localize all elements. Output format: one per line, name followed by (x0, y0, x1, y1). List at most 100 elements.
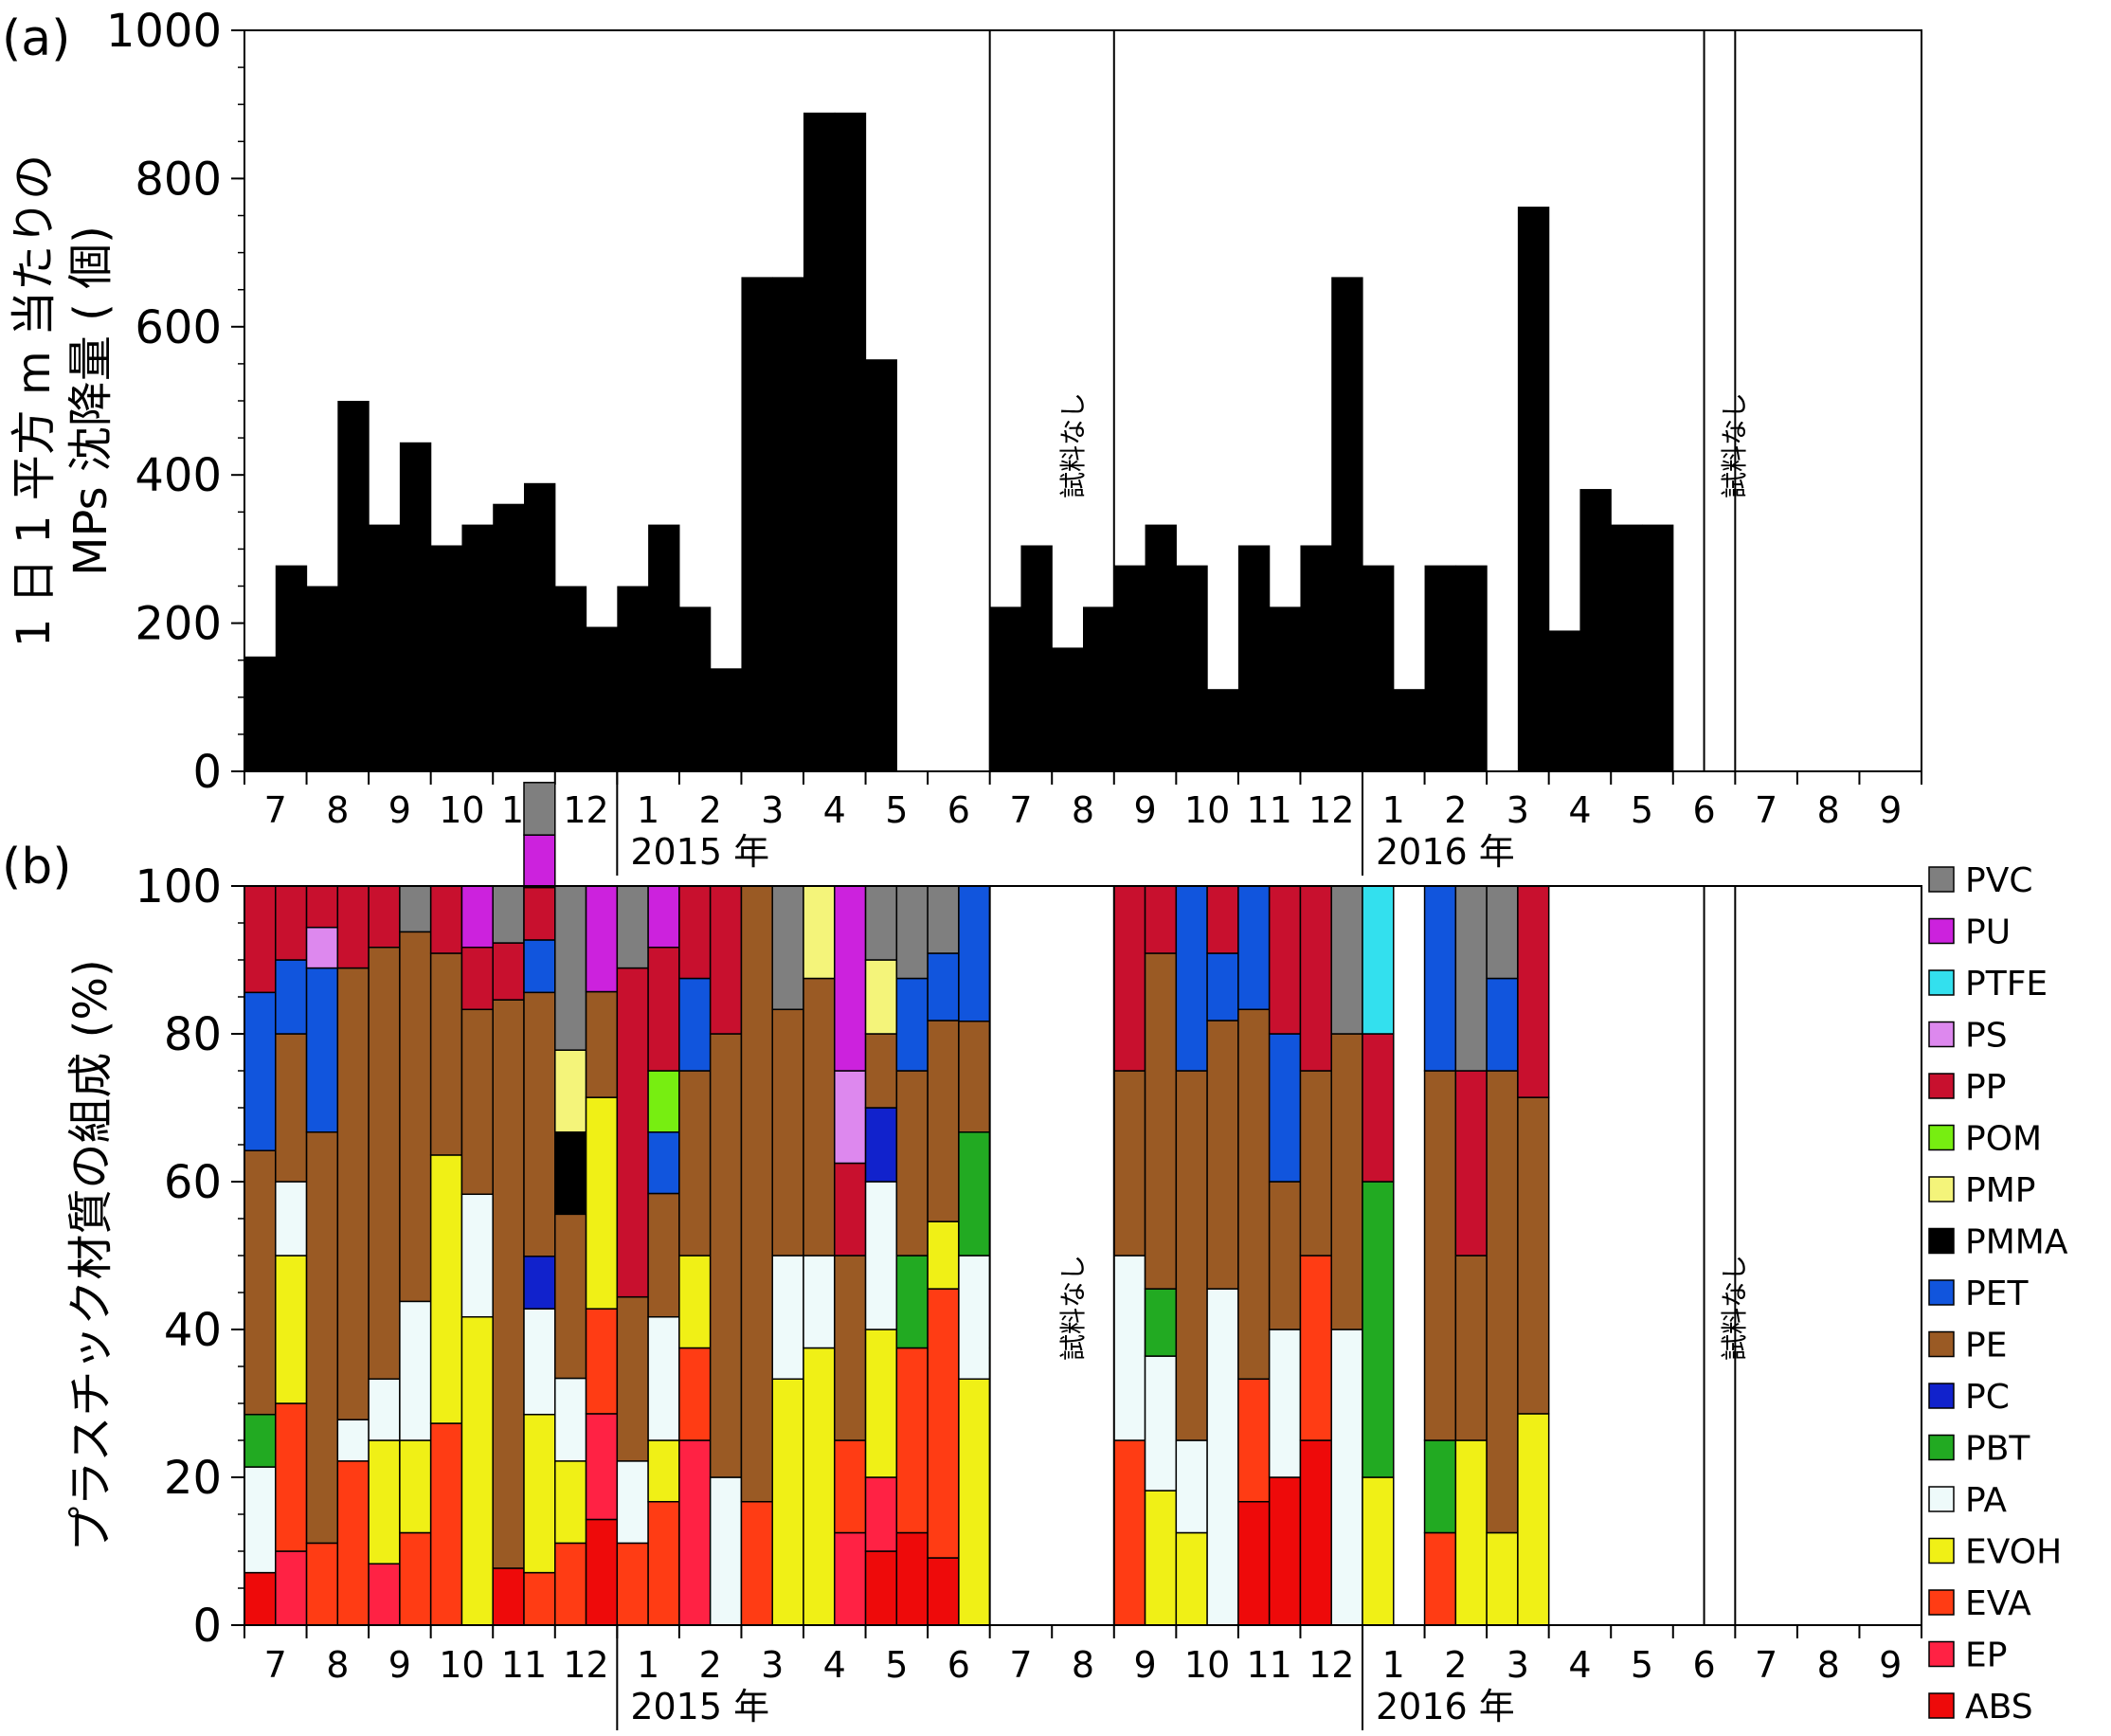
legend-swatch-abs (1928, 1692, 1955, 1719)
segment-pp (492, 942, 525, 1001)
bar-a (1300, 545, 1332, 771)
segment-pe (1454, 1255, 1488, 1441)
x-tick-label: 12 (1308, 1644, 1354, 1686)
x-tick-label: 9 (1133, 1644, 1156, 1686)
x-tick-label: 3 (1507, 789, 1529, 831)
x-tick-label: 5 (1631, 1644, 1653, 1686)
segment-evoh (1362, 1476, 1395, 1626)
y-tick-label: 100 (135, 860, 222, 913)
segment-pp (647, 946, 680, 1072)
segment-pp (368, 885, 401, 949)
panel-b-segments (244, 782, 1737, 1626)
x-tick-label: 8 (1817, 789, 1840, 831)
segment-pc (864, 1107, 898, 1183)
segment-evoh (368, 1439, 401, 1565)
segment-pe (958, 1020, 991, 1133)
segment-pvc (523, 782, 556, 836)
segment-pa (523, 1308, 556, 1416)
segment-pp (336, 885, 370, 969)
x-tick-label: 10 (439, 1644, 484, 1686)
segment-pa (1113, 1255, 1146, 1441)
bar-a (369, 524, 401, 771)
segment-pe (492, 999, 525, 1569)
legend-label-pp: PP (1965, 1068, 2006, 1107)
legend-swatch-pe (1928, 1330, 1955, 1358)
bar-a (1113, 565, 1146, 771)
segment-pet (678, 977, 712, 1072)
bar-a (710, 668, 743, 771)
bar-a (1455, 565, 1488, 771)
bar-a (741, 277, 773, 771)
segment-pe (740, 885, 773, 1503)
x-tick-label: 7 (264, 789, 287, 831)
bar-a (244, 656, 277, 771)
segment-pa (1175, 1439, 1208, 1534)
segment-pp (429, 885, 463, 954)
segment-abs (1299, 1439, 1332, 1626)
y-tick-label: 400 (135, 449, 222, 502)
x-tick-label: 4 (1568, 1644, 1591, 1686)
bar-a (1207, 689, 1239, 771)
segment-pa (771, 1255, 804, 1381)
segment-pp (1299, 885, 1332, 1072)
legend-label-pbt: PBT (1965, 1430, 2030, 1469)
segment-evoh (523, 1413, 556, 1574)
segment-eva (429, 1422, 463, 1626)
segment-abs (244, 1571, 277, 1626)
x-tick-label: 10 (439, 789, 484, 831)
segment-ptfe (1362, 885, 1395, 1035)
segment-pe (864, 1033, 898, 1109)
bar-a (865, 359, 897, 771)
x-tick-label: 6 (947, 789, 970, 831)
legend-label-pmp: PMP (1965, 1171, 2035, 1210)
segment-eva (927, 1288, 960, 1559)
segment-evoh (647, 1439, 680, 1503)
segment-pa (864, 1181, 898, 1330)
x-tick-label: 3 (1507, 1644, 1529, 1686)
segment-evoh (1486, 1531, 1519, 1626)
segment-pe (1330, 1033, 1363, 1330)
segment-pe (927, 1020, 960, 1222)
segment-pe (1299, 1070, 1332, 1257)
segment-pe (460, 1008, 494, 1196)
bar-a (803, 112, 836, 771)
segment-pe (305, 1130, 339, 1545)
segment-pet (895, 977, 929, 1072)
segment-pa (460, 1193, 494, 1318)
legend-swatch-pu (1928, 917, 1955, 945)
legend-swatch-pom (1928, 1124, 1955, 1151)
segment-pet (927, 952, 960, 1022)
year-label: 2016 年 (1376, 1686, 1515, 1727)
segment-pa (1330, 1329, 1363, 1626)
x-tick-label: 2 (1444, 1644, 1467, 1686)
segment-evoh (554, 1460, 587, 1545)
segment-evoh (460, 1315, 494, 1626)
segment-abs (1237, 1500, 1271, 1626)
panel-a-no-sample-label-1: 試料なし (1057, 392, 1089, 498)
x-tick-label: 8 (1817, 1644, 1840, 1686)
segment-pu (647, 885, 680, 949)
segment-eva (523, 1571, 556, 1626)
segment-pvc (1330, 885, 1363, 1035)
segment-pp (1268, 885, 1302, 1035)
segment-pet (305, 967, 339, 1133)
panel-a-ylabel-line1: 1 日 1 平方 m 当たりの (8, 154, 61, 647)
segment-pe (399, 931, 432, 1303)
x-tick-label: 1 (637, 789, 659, 831)
segment-eva (895, 1347, 929, 1534)
x-tick-label: 7 (1009, 1644, 1032, 1686)
segment-pvc (864, 885, 898, 961)
x-tick-label: 12 (563, 1644, 608, 1686)
x-tick-label: 10 (1184, 789, 1230, 831)
x-tick-label: 12 (563, 789, 608, 831)
legend-label-eva: EVA (1965, 1584, 2031, 1623)
panel-a-y-axis: 0 200 400 600 800 1000 (106, 5, 244, 799)
segment-pet (647, 1130, 680, 1195)
segment-pp (305, 885, 339, 929)
x-tick-label: 9 (388, 789, 411, 831)
segment-pe (1206, 1020, 1239, 1290)
legend-label-pet: PET (1965, 1275, 2029, 1313)
segment-pet (1423, 885, 1457, 1072)
segment-pa (1206, 1288, 1239, 1626)
segment-eva (647, 1500, 680, 1626)
